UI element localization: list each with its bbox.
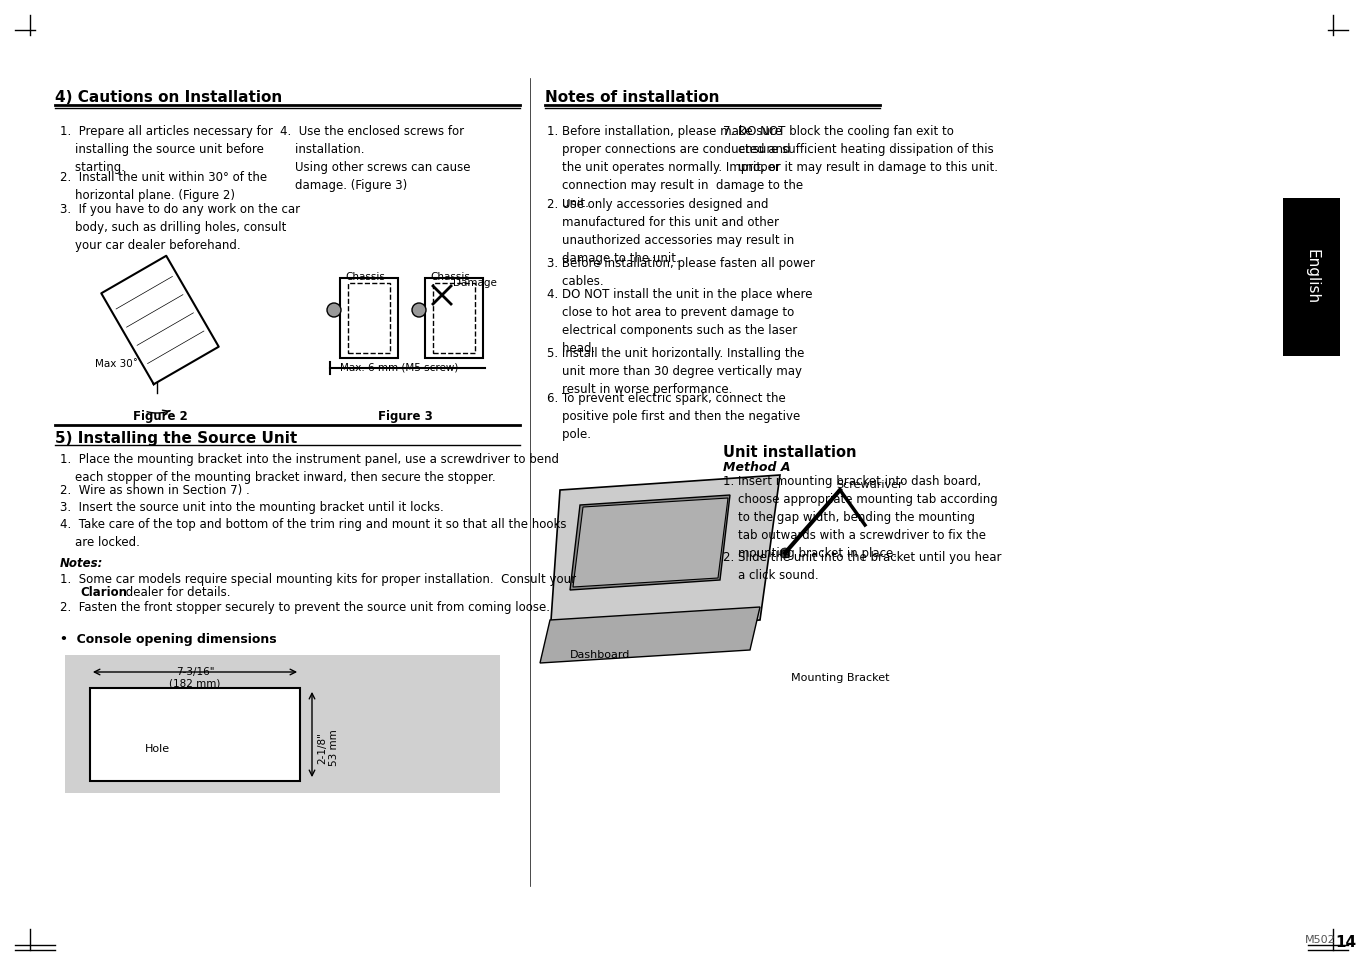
Text: M502: M502 [1304,935,1336,945]
Text: dealer for details.: dealer for details. [123,586,230,599]
Bar [433,283,474,353]
Text: Hole: Hole [144,744,170,754]
Text: 4.  Use the enclosed screws for
    installation.
    Using other screws can cau: 4. Use the enclosed screws for installat… [279,125,470,192]
Text: Notes:: Notes: [60,557,104,570]
Bar [65,655,500,793]
Text: Max 30˚: Max 30˚ [95,359,138,369]
Polygon shape [572,498,728,587]
Text: 6. To prevent electric spark, connect the
    positive pole first and then the n: 6. To prevent electric spark, connect th… [547,392,800,441]
Text: 4) Cautions on Installation: 4) Cautions on Installation [55,90,282,105]
Text: 7. DO NOT block the cooling fan exit to
    ensure sufficient heating dissipatio: 7. DO NOT block the cooling fan exit to … [722,125,998,174]
Text: 2.  Install the unit within 30° of the
    horizontal plane. (Figure 2): 2. Install the unit within 30° of the ho… [60,171,267,202]
Text: English: English [1304,250,1319,305]
Text: 1.  Some car models require special mounting kits for proper installation.  Cons: 1. Some car models require special mount… [60,573,577,586]
Text: Figure 2: Figure 2 [132,410,187,423]
Text: •  Console opening dimensions: • Console opening dimensions [60,633,277,646]
Polygon shape [540,607,761,663]
Text: 2-1/8": 2-1/8" [318,732,327,763]
Text: 2. Slide the unit into the bracket until you hear
    a click sound.: 2. Slide the unit into the bracket until… [722,551,1002,582]
Polygon shape [570,495,731,590]
Text: Screwdriver: Screwdriver [837,480,904,490]
Bar [1283,198,1340,356]
Circle shape [327,303,341,317]
Text: 4. DO NOT install the unit in the place where
    close to hot area to prevent d: 4. DO NOT install the unit in the place … [547,288,812,355]
Text: 2. Use only accessories designed and
    manufactured for this unit and other
  : 2. Use only accessories designed and man… [547,198,795,265]
Text: 2.  Wire as shown in Section 7) .: 2. Wire as shown in Section 7) . [60,484,249,497]
Text: (182 mm): (182 mm) [169,679,221,689]
Bar [425,278,483,358]
Text: 1. Before installation, please make sure
    proper connections are conducted an: 1. Before installation, please make sure… [547,125,803,210]
Text: Clarion: Clarion [80,586,127,599]
Text: 3.  Insert the source unit into the mounting bracket until it locks.: 3. Insert the source unit into the mount… [60,501,444,514]
Circle shape [412,303,427,317]
Text: 2.  Fasten the front stopper securely to prevent the source unit from coming loo: 2. Fasten the front stopper securely to … [60,601,551,614]
Text: Damage: Damage [453,278,497,288]
Bar [339,278,398,358]
Text: 4.  Take care of the top and bottom of the trim ring and mount it so that all th: 4. Take care of the top and bottom of th… [60,518,567,549]
Text: Chassis: Chassis [345,272,384,282]
Text: Max. 6 mm (M5 screw): Max. 6 mm (M5 screw) [339,362,458,372]
Text: 1.  Place the mounting bracket into the instrument panel, use a screwdriver to b: 1. Place the mounting bracket into the i… [60,453,559,484]
Text: 7-3/16": 7-3/16" [176,667,214,677]
Text: Method A: Method A [722,461,791,474]
Bar [90,688,300,781]
Text: Dashboard: Dashboard [570,650,630,660]
Text: 5) Installing the Source Unit: 5) Installing the Source Unit [55,431,297,446]
Text: 53 mm: 53 mm [328,730,339,766]
Text: Notes of installation: Notes of installation [545,90,720,105]
Bar [348,283,390,353]
Text: 5. Install the unit horizontally. Installing the
    unit more than 30 degree ve: 5. Install the unit horizontally. Instal… [547,347,804,396]
Polygon shape [551,475,780,635]
Text: 3. Before installation, please fasten all power
    cables.: 3. Before installation, please fasten al… [547,257,815,288]
Text: 1.  Prepare all articles necessary for
    installing the source unit before
   : 1. Prepare all articles necessary for in… [60,125,273,174]
Text: 1. Insert mounting bracket into dash board,
    choose appropriate mounting tab : 1. Insert mounting bracket into dash boa… [722,475,998,560]
Text: Chassis: Chassis [429,272,470,282]
Text: Figure 3: Figure 3 [378,410,432,423]
Circle shape [780,548,791,558]
Text: 3.  If you have to do any work on the car
    body, such as drilling holes, cons: 3. If you have to do any work on the car… [60,203,300,252]
Text: 14: 14 [1334,935,1356,950]
Text: Unit installation: Unit installation [722,445,856,460]
Text: Mounting Bracket: Mounting Bracket [791,673,889,683]
